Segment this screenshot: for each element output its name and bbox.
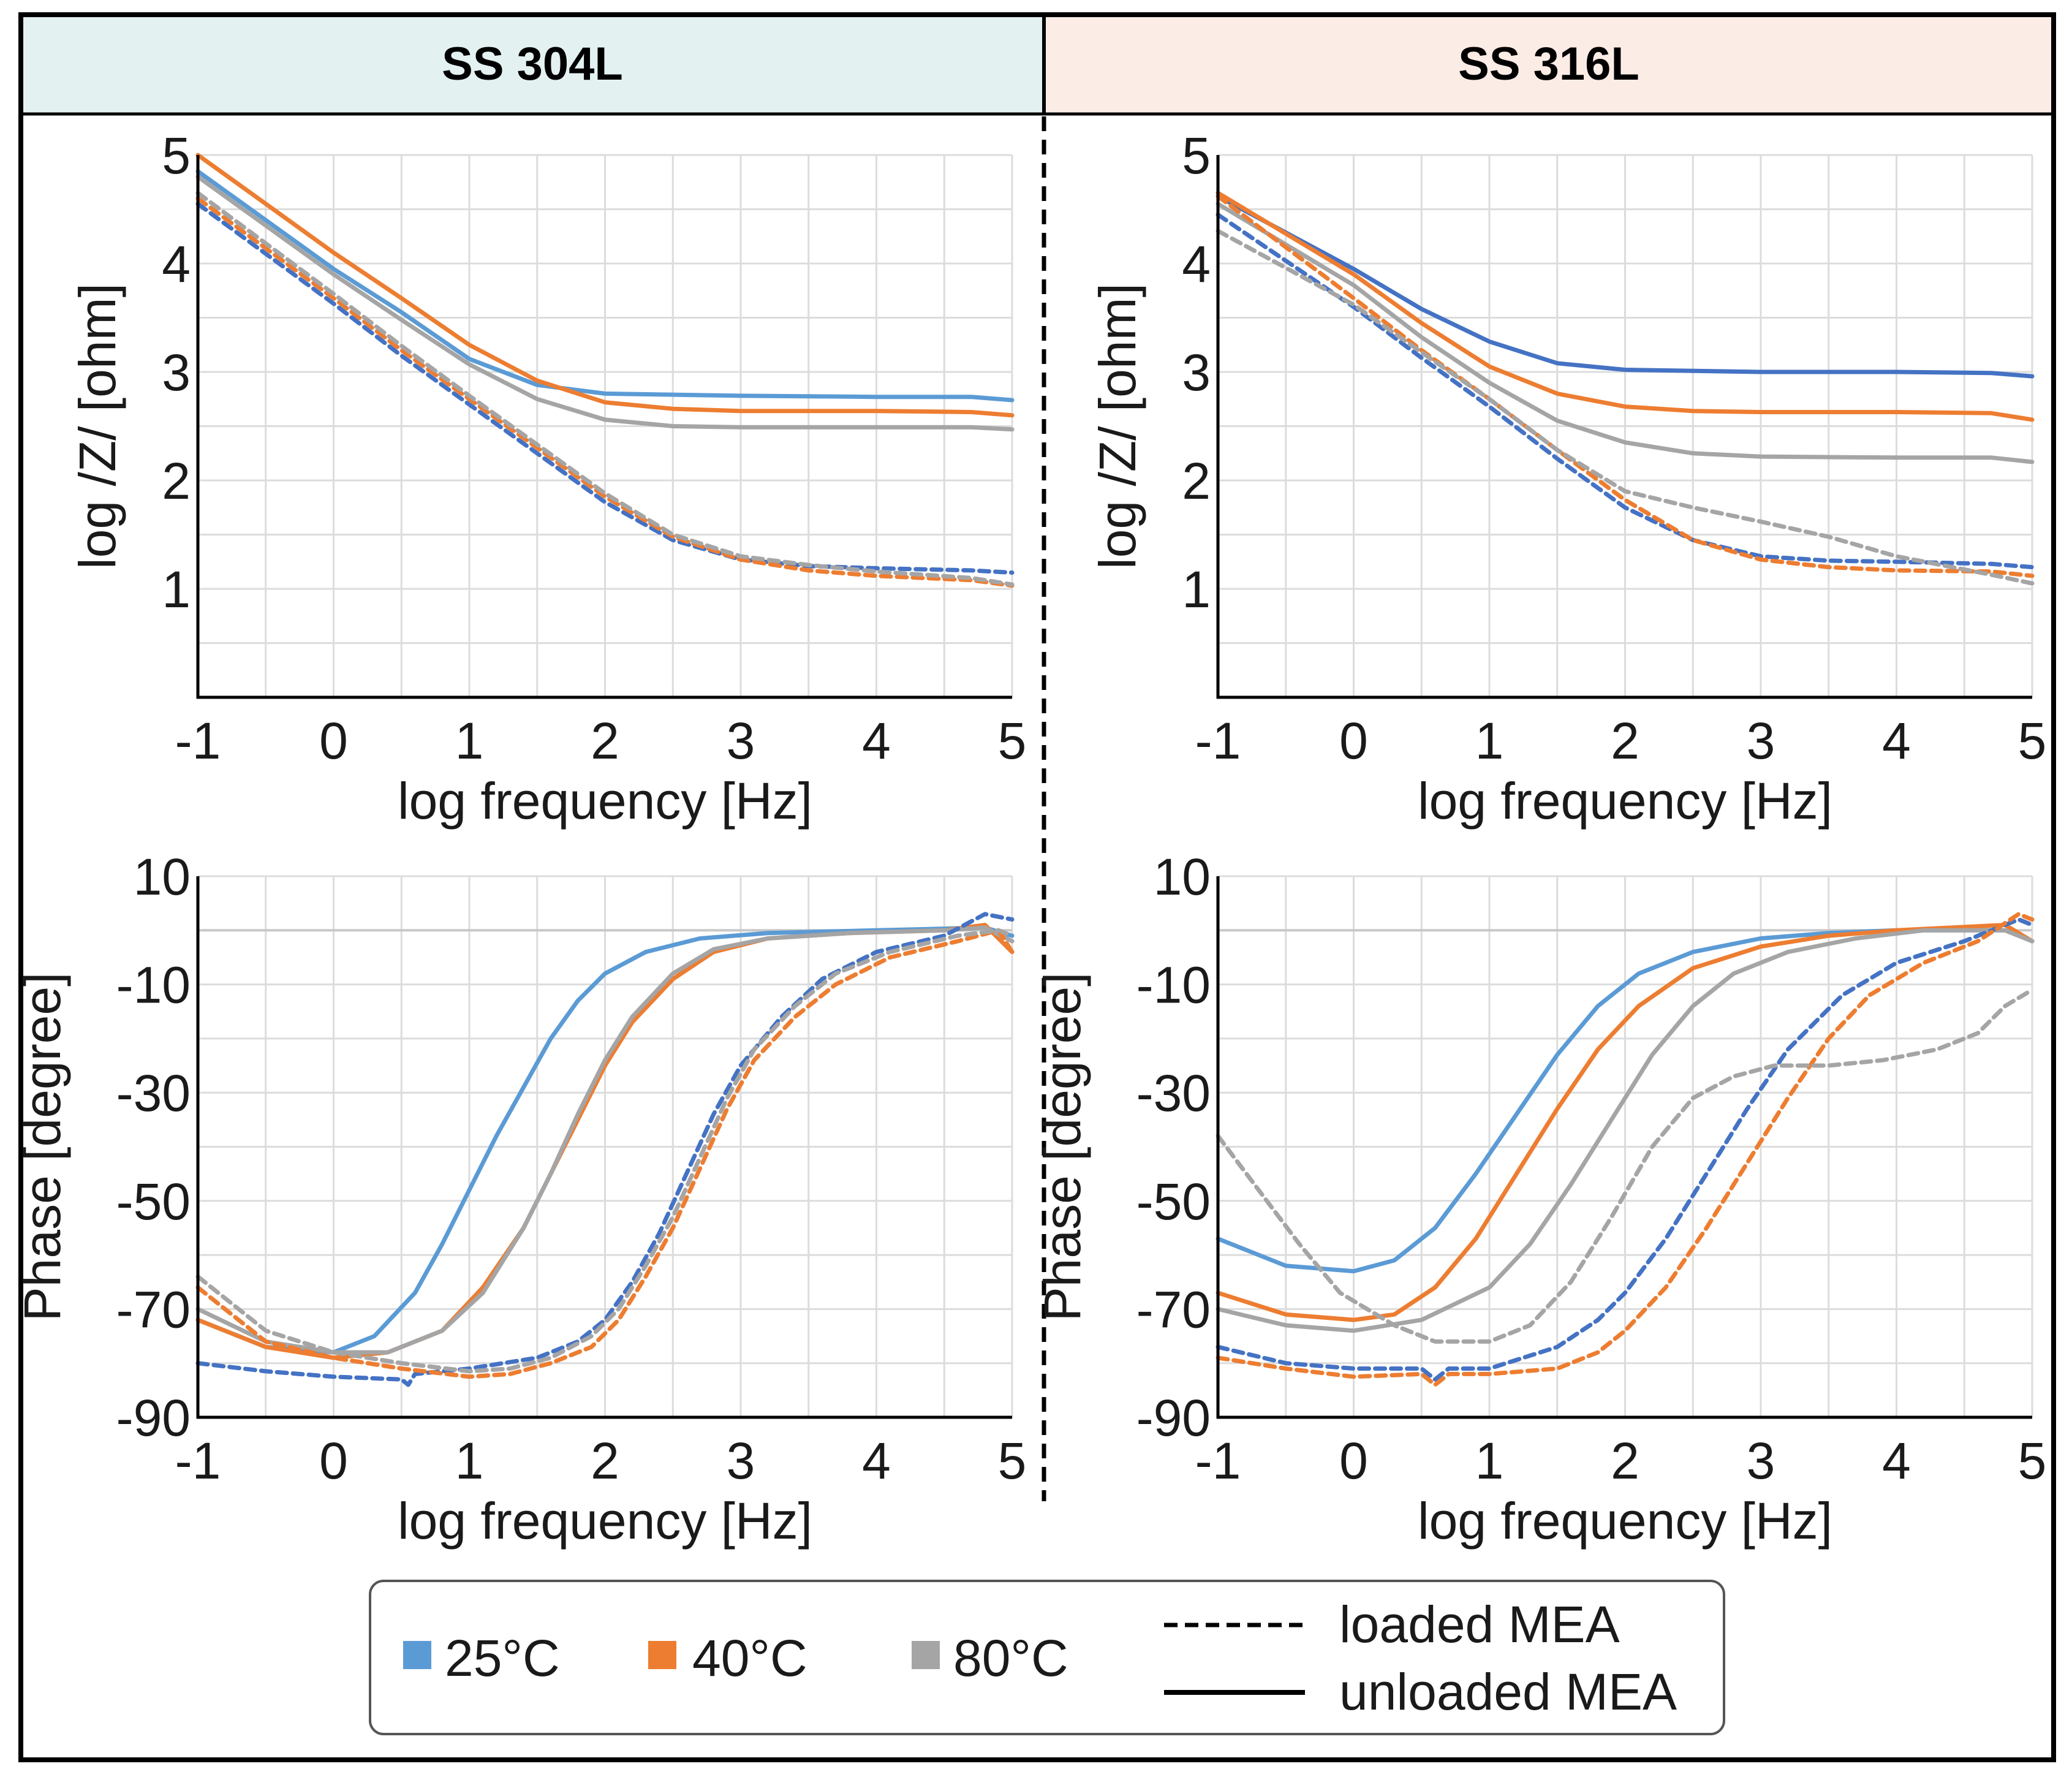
y-tick-label: 10 <box>134 848 191 906</box>
legend-swatch-25c <box>403 1641 431 1669</box>
panel-header-bg-316l <box>1044 15 2054 114</box>
y-tick-label: -30 <box>1136 1064 1211 1122</box>
chart-impedance-ss316l: -1 0 1 2 3 4 5 1 2 3 4 5 log frequency [Hz] log /Z/ [… <box>1089 127 2046 830</box>
panel-header-bg-304l <box>21 15 1044 114</box>
series-line-loaded-25c <box>1216 212 2035 570</box>
series-line-unloaded-80c <box>1216 202 2035 464</box>
y-tick-label: 10 <box>1154 848 1211 906</box>
panel-title-316l: SS 316L <box>1458 38 1639 90</box>
x-tick-label: 2 <box>591 1432 619 1490</box>
y-tick-label: -70 <box>1136 1281 1211 1338</box>
y-tick-label: -10 <box>1136 956 1211 1014</box>
series-line-unloaded-40c <box>195 153 1015 418</box>
legend-swatch-40c <box>648 1641 676 1669</box>
y-tick-label: -50 <box>1136 1173 1211 1230</box>
x-tick-label: 5 <box>2018 712 2047 770</box>
series-line-loaded-40c <box>195 196 1015 588</box>
x-tick-label: 0 <box>1339 712 1368 770</box>
y-tick-label: 3 <box>1182 344 1211 401</box>
legend-label-25c: 25°C <box>445 1629 560 1687</box>
series-line-unloaded-80c <box>1216 928 2035 1333</box>
x-tick-label: 2 <box>1611 1432 1639 1490</box>
y-tick-label: 5 <box>1182 127 1211 184</box>
x-tick-label: 5 <box>998 1432 1027 1490</box>
series-line-unloaded-40c <box>1216 923 2035 1322</box>
x-tick-label: 1 <box>455 1432 484 1490</box>
series-line-unloaded-25c <box>1216 194 2035 379</box>
y-tick-label: -70 <box>116 1281 191 1338</box>
series-line-unloaded-80c <box>195 174 1015 432</box>
series-line-loaded-40c <box>1216 912 2035 1387</box>
x-tick-label: 4 <box>862 1432 891 1490</box>
x-axis-label: log frequency [Hz] <box>398 1492 812 1550</box>
y-tick-label: -50 <box>116 1173 191 1230</box>
series-line-loaded-25c <box>195 202 1015 575</box>
x-tick-label: 0 <box>319 712 348 770</box>
x-tick-label: 3 <box>1747 712 1775 770</box>
legend-label-unloaded: unloaded MEA <box>1339 1663 1677 1721</box>
legend-swatch-80c <box>912 1641 940 1669</box>
series-line-loaded-40c <box>1216 194 2035 578</box>
x-tick-label: -1 <box>1195 712 1241 770</box>
y-tick-label: -90 <box>116 1389 191 1447</box>
x-tick-label: 4 <box>1882 1432 1911 1490</box>
series-line-loaded-25c <box>1216 917 2035 1382</box>
y-tick-label: -90 <box>1136 1389 1211 1447</box>
series-line-loaded-80c <box>195 928 1015 1374</box>
y-tick-label: 2 <box>1182 452 1211 510</box>
x-tick-label: 5 <box>2018 1432 2047 1490</box>
y-tick-label: 1 <box>162 561 191 618</box>
x-tick-label: 0 <box>319 1432 348 1490</box>
legend-label-80c: 80°C <box>953 1629 1068 1687</box>
series-line-unloaded-80c <box>195 925 1015 1355</box>
x-tick-label: 2 <box>1611 712 1639 770</box>
series-line-loaded-80c <box>1216 987 2035 1344</box>
legend-label-40c: 40°C <box>692 1629 807 1687</box>
series-line-loaded-80c <box>1216 229 2035 586</box>
x-tick-label: -1 <box>175 712 221 770</box>
legend-box <box>369 1580 1725 1735</box>
y-tick-label: -10 <box>116 956 191 1014</box>
y-tick-label: 1 <box>1182 561 1211 618</box>
series-line-loaded-25c <box>195 912 1015 1387</box>
x-tick-label: 1 <box>455 712 484 770</box>
y-tick-label: 4 <box>1182 235 1211 293</box>
legend: 25°C 40°C 80°C loaded MEA unloaded MEA <box>369 1580 1725 1735</box>
x-axis-label: log frequency [Hz] <box>398 772 812 830</box>
y-axis-label: Phase [degree] <box>13 972 71 1322</box>
y-tick-label: 4 <box>162 235 191 293</box>
y-tick-label: 2 <box>162 452 191 510</box>
x-tick-label: -1 <box>175 1432 221 1490</box>
y-tick-label: 3 <box>162 344 191 401</box>
x-tick-label: 4 <box>1882 712 1911 770</box>
x-tick-label: 1 <box>1475 1432 1504 1490</box>
y-axis-label: log /Z/ [ohm] <box>1089 283 1146 569</box>
x-tick-label: 5 <box>998 712 1027 770</box>
x-tick-label: 3 <box>727 1432 755 1490</box>
x-tick-label: 3 <box>1747 1432 1775 1490</box>
y-axis-label: Phase [degree] <box>1034 972 1091 1322</box>
series-line-unloaded-25c <box>195 925 1015 1355</box>
legend-label-loaded: loaded MEA <box>1339 1596 1620 1653</box>
x-axis-label: log frequency [Hz] <box>1418 772 1832 830</box>
y-axis-label: log /Z/ [ohm] <box>69 283 126 569</box>
panel-title-304l: SS 304L <box>442 38 623 90</box>
series-line-loaded-80c <box>195 191 1015 587</box>
x-tick-label: 4 <box>862 712 891 770</box>
x-tick-label: 0 <box>1339 1432 1368 1490</box>
series-line-loaded-40c <box>195 928 1015 1379</box>
x-tick-label: 2 <box>591 712 619 770</box>
x-tick-label: 1 <box>1475 712 1504 770</box>
x-tick-label: 3 <box>727 712 755 770</box>
figure-frame <box>18 12 2056 1762</box>
x-axis-label: log frequency [Hz] <box>1418 1492 1832 1550</box>
series-line-unloaded-40c <box>1216 191 2035 422</box>
x-tick-label: -1 <box>1195 1432 1241 1490</box>
y-tick-label: 5 <box>162 127 191 184</box>
chart-impedance-ss304l: -1 0 1 2 3 4 5 1 2 3 4 5 log frequency [Hz] log /Z/ [… <box>69 127 1026 830</box>
y-tick-label: -30 <box>116 1064 191 1122</box>
